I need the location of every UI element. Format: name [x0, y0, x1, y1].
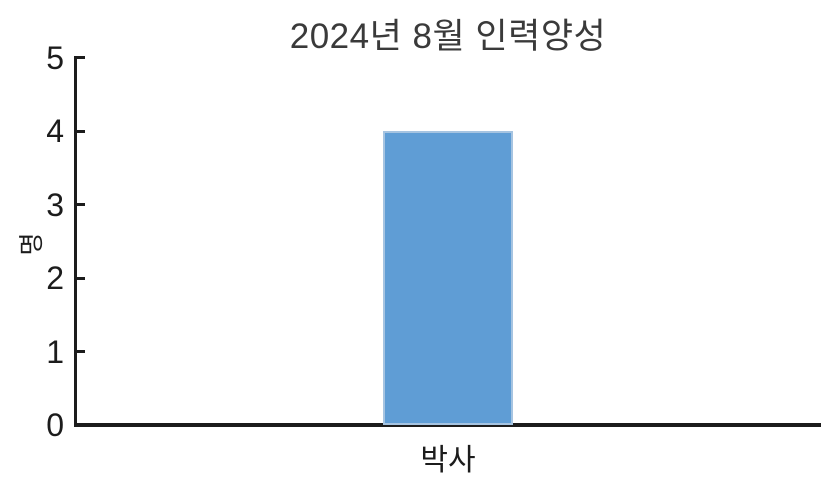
y-tick-label: 0 — [46, 407, 64, 443]
y-tick-label: 3 — [46, 186, 64, 223]
y-axis-label: 명 — [18, 232, 46, 256]
chart-title: 2024년 8월 인력양성 — [289, 17, 607, 56]
y-tick-label: 2 — [46, 260, 64, 296]
y-tick-mark — [76, 56, 85, 59]
y-axis-spine — [74, 56, 77, 427]
y-tick-mark — [76, 276, 85, 280]
y-tick-label: 5 — [46, 39, 64, 76]
y-tick-mark — [76, 423, 85, 427]
y-tick-mark — [76, 129, 85, 133]
bar — [383, 131, 513, 425]
y-tick-mark — [76, 203, 85, 206]
y-tick-mark — [76, 350, 85, 353]
y-tick-label: 1 — [46, 333, 64, 370]
x-axis-line — [74, 423, 821, 427]
y-tick-label: 4 — [46, 113, 64, 149]
x-tick-label: 박사 — [420, 444, 476, 477]
